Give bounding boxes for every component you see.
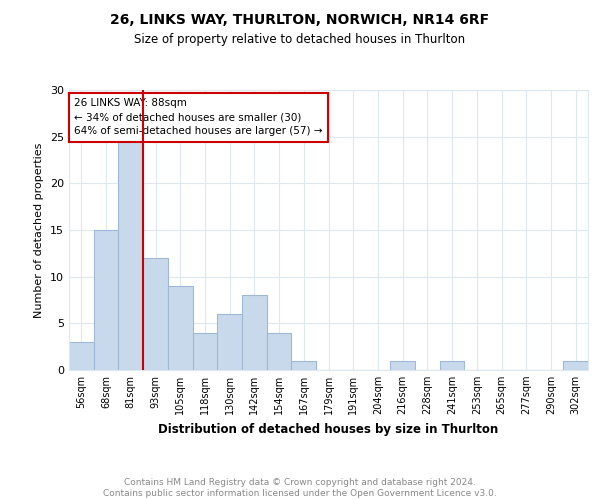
Text: 26 LINKS WAY: 88sqm
← 34% of detached houses are smaller (30)
64% of semi-detach: 26 LINKS WAY: 88sqm ← 34% of detached ho… bbox=[74, 98, 323, 136]
Bar bbox=[242, 296, 267, 370]
Bar bbox=[143, 258, 168, 370]
Bar bbox=[118, 136, 143, 370]
Bar bbox=[168, 286, 193, 370]
Text: Size of property relative to detached houses in Thurlton: Size of property relative to detached ho… bbox=[134, 32, 466, 46]
Text: Contains HM Land Registry data © Crown copyright and database right 2024.
Contai: Contains HM Land Registry data © Crown c… bbox=[103, 478, 497, 498]
Bar bbox=[94, 230, 118, 370]
Bar bbox=[267, 332, 292, 370]
Bar bbox=[193, 332, 217, 370]
Bar bbox=[440, 360, 464, 370]
Text: 26, LINKS WAY, THURLTON, NORWICH, NR14 6RF: 26, LINKS WAY, THURLTON, NORWICH, NR14 6… bbox=[110, 12, 490, 26]
Y-axis label: Number of detached properties: Number of detached properties bbox=[34, 142, 44, 318]
Bar bbox=[563, 360, 588, 370]
Bar bbox=[292, 360, 316, 370]
Bar bbox=[69, 342, 94, 370]
Bar bbox=[217, 314, 242, 370]
X-axis label: Distribution of detached houses by size in Thurlton: Distribution of detached houses by size … bbox=[158, 422, 499, 436]
Bar bbox=[390, 360, 415, 370]
